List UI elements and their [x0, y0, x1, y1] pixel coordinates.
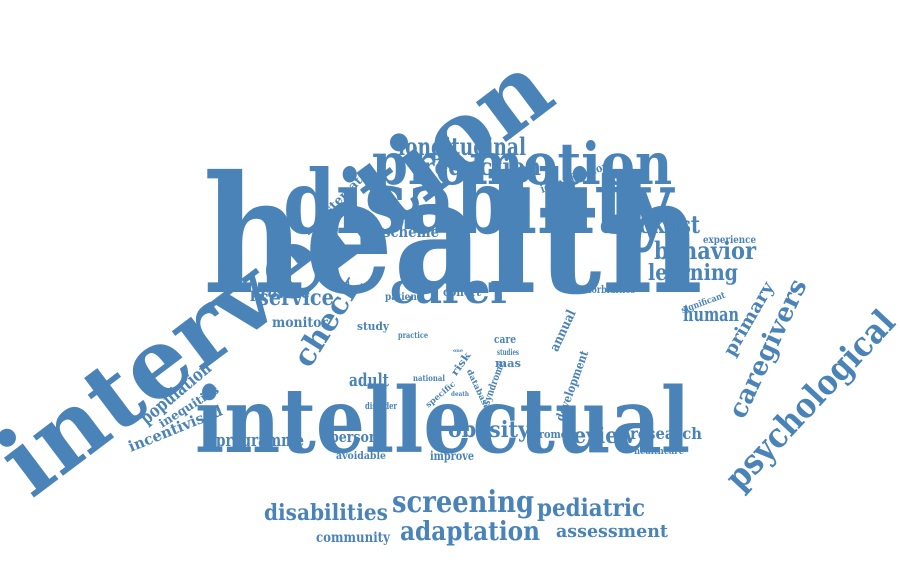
- word-scheme: scheme: [383, 222, 440, 241]
- word-review: review: [563, 422, 636, 449]
- word-disabilities: disabilities: [264, 499, 388, 526]
- word-experience: experience: [703, 234, 756, 246]
- word-assessment: assessment: [556, 521, 668, 543]
- word-promotion: promotion: [372, 130, 673, 199]
- word-monitor: monitor: [272, 314, 328, 331]
- word-patient: patient: [385, 291, 421, 303]
- word-reduction: reduction: [423, 152, 542, 182]
- word-national: national: [413, 373, 445, 384]
- word-studies: studies: [497, 347, 519, 358]
- word-promote: promote: [532, 427, 578, 441]
- word-one: one: [453, 347, 464, 354]
- word-adult: adult: [349, 370, 390, 392]
- word-screening: screening: [392, 485, 535, 521]
- word-improve: improve: [430, 449, 475, 464]
- word-service: service: [258, 284, 334, 311]
- word-avoidable: avoidable: [336, 450, 386, 462]
- word-healthcare: healthcare: [634, 446, 685, 457]
- word-pediatric: pediatric: [537, 493, 646, 523]
- word-checklist: checklist: [600, 210, 701, 240]
- word-longitudinal: longitudinal: [398, 132, 527, 162]
- word-care: care: [494, 332, 516, 346]
- word-adaptation: adaptation: [400, 516, 540, 547]
- word-death: death: [451, 391, 469, 399]
- word-intellectual: intellectual: [195, 368, 691, 475]
- word-practice: practice: [398, 330, 429, 341]
- word-behavior: behavior: [654, 236, 757, 266]
- word-cohort: cohort: [443, 285, 481, 300]
- word-person: person: [330, 427, 379, 446]
- word-carer: carer: [390, 263, 513, 313]
- word-morbidities: morbidities: [583, 284, 635, 296]
- word-programme: programme: [216, 430, 305, 452]
- word-research: research: [630, 423, 702, 443]
- word-learning: learning: [648, 259, 739, 286]
- word-provide: provide: [250, 285, 311, 302]
- word-human: human: [683, 301, 739, 326]
- word-disorder: disorder: [365, 401, 398, 412]
- word-health: health: [203, 141, 703, 332]
- word-community: community: [316, 529, 390, 546]
- word-mas: mas: [495, 356, 521, 370]
- word-disability: disability: [283, 149, 674, 254]
- word-study: study: [357, 319, 389, 333]
- word-obesity: obesity: [448, 416, 530, 443]
